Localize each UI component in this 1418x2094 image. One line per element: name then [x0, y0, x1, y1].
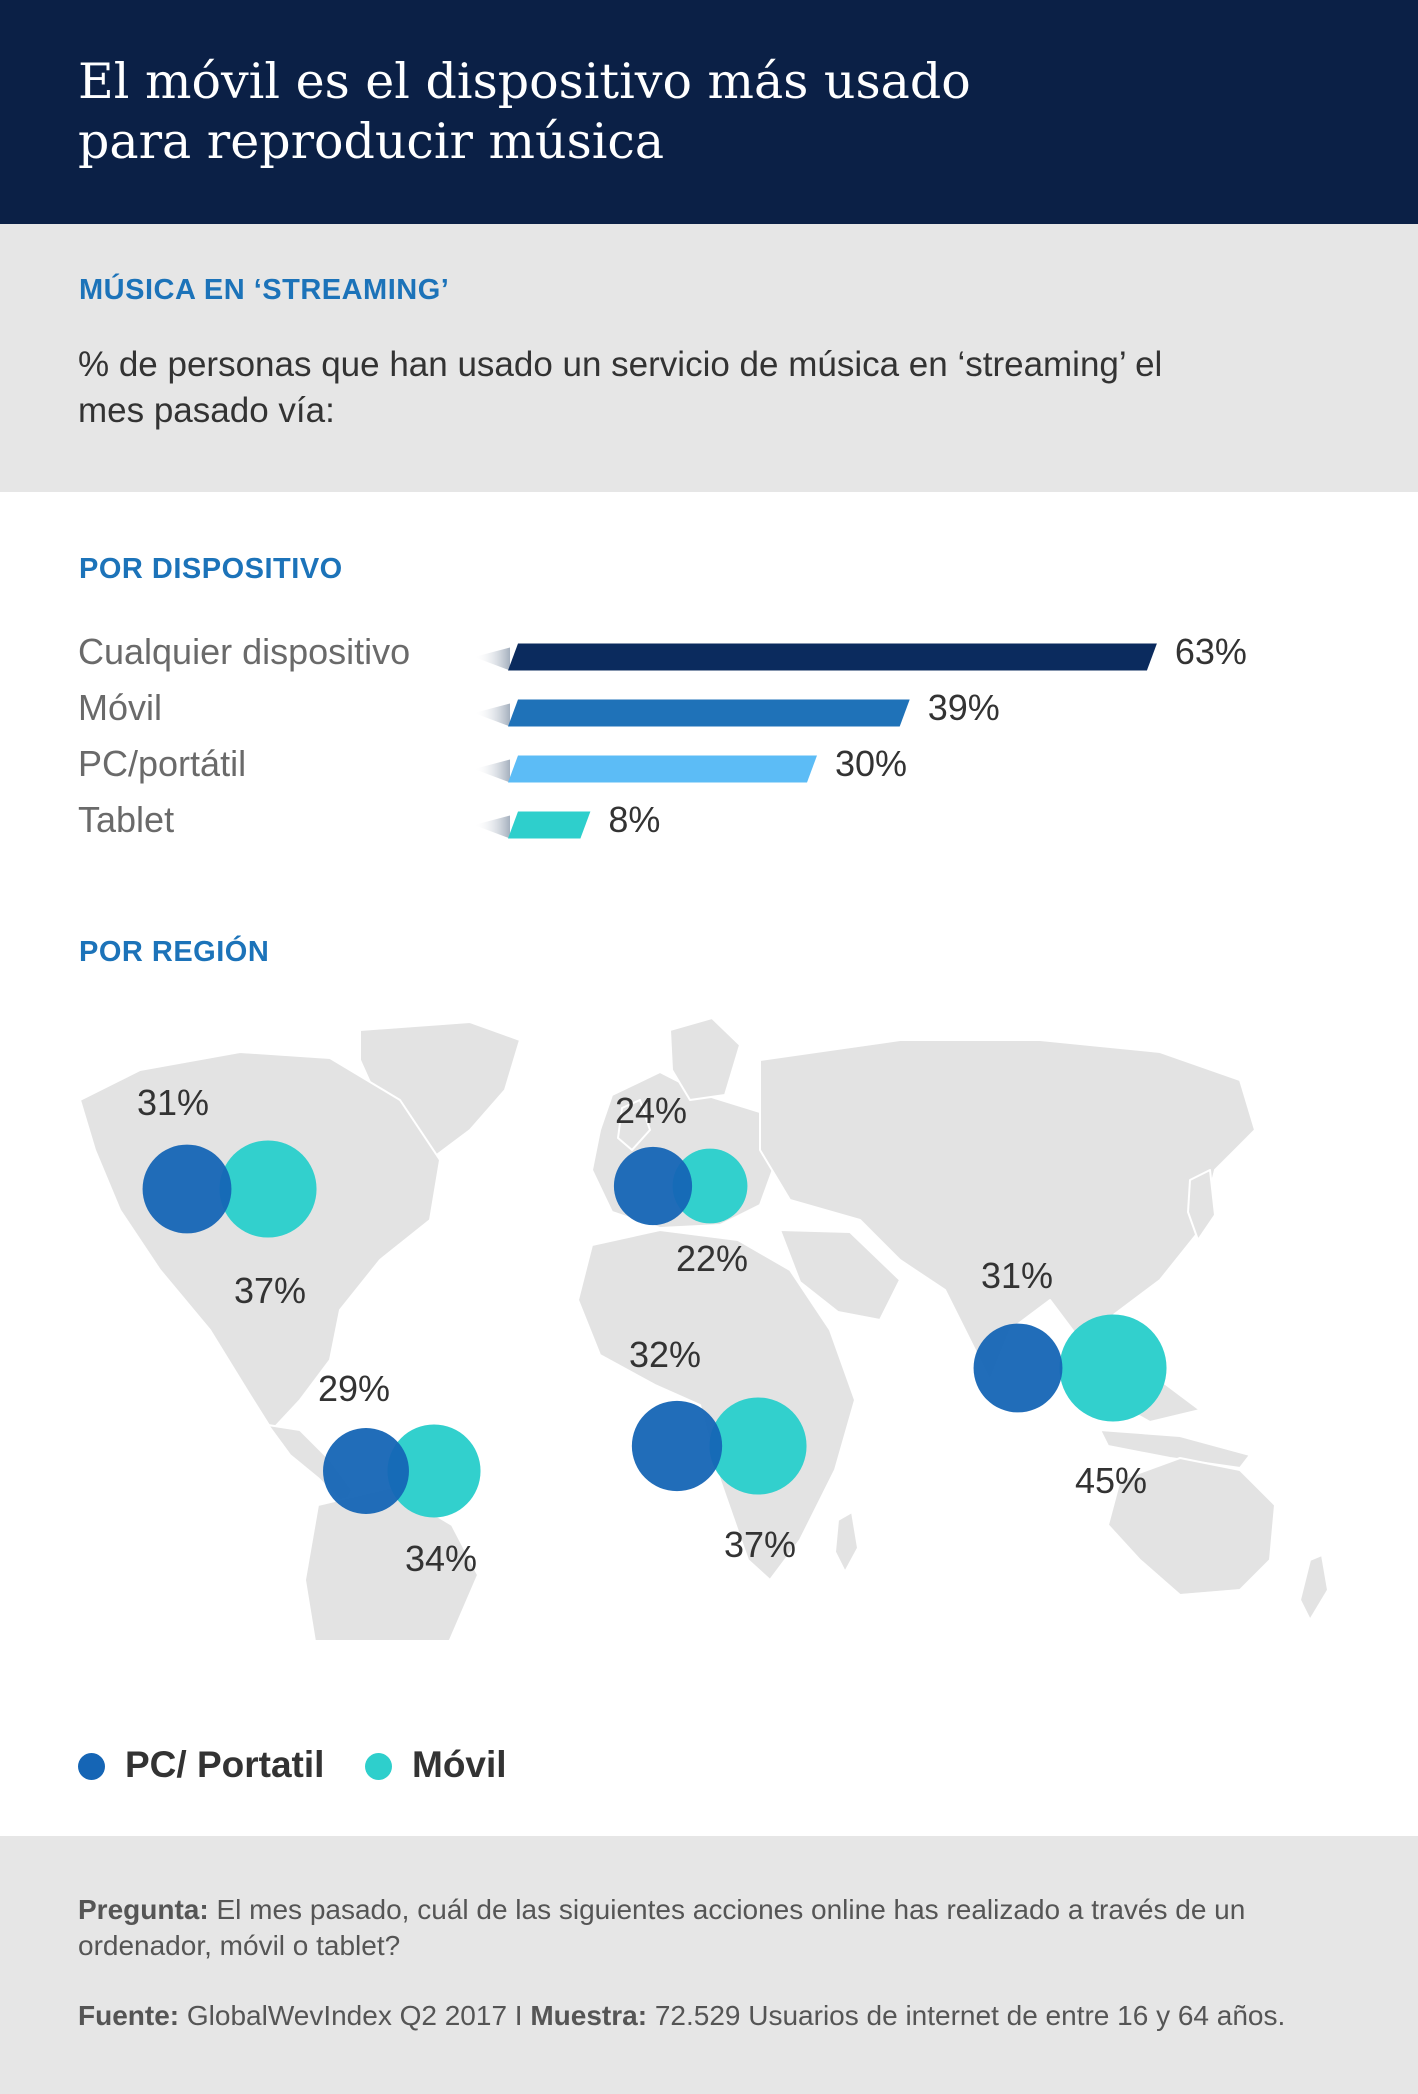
label-mea-movil: 37%	[724, 1524, 797, 1565]
footer-source: Fuente: GlobalWevIndex Q2 2017 I Muestra…	[78, 1998, 1338, 2034]
africa-shape	[577, 1229, 856, 1581]
intro-panel: MÚSICA EN ‘STREAMING’ % de personas que …	[0, 224, 1418, 492]
circle-mea-pc	[631, 1400, 723, 1492]
indonesia-shape	[1099, 1429, 1251, 1469]
circle-la-pc	[323, 1428, 409, 1514]
bar-shadow-0	[474, 647, 510, 671]
intro-description: % de personas que han usado un servicio …	[78, 345, 1163, 430]
bar-0	[508, 643, 1157, 671]
circle-la-movil	[387, 1424, 481, 1518]
page-title: El móvil es el dispositivo más usado par…	[78, 53, 971, 170]
source-label: Fuente:	[78, 2000, 180, 2031]
label-la-pc: 29%	[318, 1368, 391, 1409]
legend-dot-pc	[78, 1753, 105, 1780]
circle-apac-movil	[1059, 1314, 1167, 1422]
uk-shape	[617, 1099, 651, 1151]
north-america-shape	[79, 1051, 441, 1431]
japan-shape	[1187, 1169, 1216, 1241]
label-eu-pc: 24%	[615, 1090, 688, 1131]
region-map-chart	[79, 1017, 1329, 1640]
label-na-movil: 37%	[234, 1270, 307, 1311]
label-eu-movil: 22%	[676, 1238, 749, 1279]
sample-label: Muestra:	[530, 2000, 648, 2031]
label-apac-pc: 31%	[981, 1255, 1054, 1296]
bar-shadow-1	[474, 703, 510, 727]
bar-2	[508, 755, 817, 783]
bar-shadow-3	[474, 815, 510, 839]
bar-1	[508, 699, 910, 727]
label-mea-pc: 32%	[629, 1334, 702, 1375]
source-text: GlobalWevIndex Q2 2017 I	[186, 2000, 523, 2031]
section-title-region: POR REGIÓN	[79, 936, 270, 968]
label-apac-movil: 45%	[1075, 1460, 1148, 1501]
intro-kicker: MÚSICA EN ‘STREAMING’	[79, 274, 450, 306]
madagascar-shape	[834, 1511, 859, 1573]
bar-3	[508, 811, 591, 839]
circle-eu-pc	[613, 1146, 693, 1226]
region-circles	[142, 1140, 1167, 1518]
circle-apac-pc	[973, 1323, 1063, 1413]
bar-shadow-2	[474, 759, 510, 783]
header: El móvil es el dispositivo más usado par…	[0, 0, 1418, 224]
sample-text: 72.529 Usuarios de internet de entre 16 …	[654, 2000, 1286, 2031]
circle-na-movil	[219, 1140, 317, 1238]
bar-label-tablet: Tablet	[78, 799, 175, 840]
bar-value-movil: 39%	[927, 687, 1000, 728]
bar-label-cualquier: Cualquier dispositivo	[78, 631, 411, 672]
circle-eu-movil	[672, 1148, 748, 1224]
device-bar-chart	[474, 643, 1157, 839]
question-text: El mes pasado, cuál de las siguientes ac…	[78, 1894, 1246, 1961]
bar-value-pc: 30%	[835, 743, 908, 784]
bar-label-pc: PC/portátil	[78, 743, 247, 784]
footer-question: Pregunta: El mes pasado, cuál de las sig…	[78, 1892, 1338, 1964]
label-na-pc: 31%	[137, 1082, 210, 1123]
new-zealand-shape	[1299, 1554, 1329, 1621]
scandinavia-shape	[669, 1017, 741, 1101]
legend-dot-movil	[365, 1753, 392, 1780]
section-title-device: POR DISPOSITIVO	[79, 553, 343, 585]
bar-label-movil: Móvil	[78, 687, 163, 728]
circle-na-pc	[142, 1144, 232, 1234]
australia-shape	[1107, 1457, 1276, 1596]
legend-label-movil: Móvil	[412, 1744, 507, 1785]
legend-label-pc: PC/ Portatil	[125, 1744, 325, 1785]
middle-east-shape	[779, 1229, 901, 1321]
label-la-movil: 34%	[405, 1538, 478, 1579]
question-label: Pregunta:	[78, 1894, 209, 1925]
south-america-shape	[304, 1487, 479, 1640]
circle-mea-movil	[709, 1397, 807, 1495]
bar-value-tablet: 8%	[608, 799, 661, 840]
bar-value-cualquier: 63%	[1174, 631, 1247, 672]
footer-notes: Pregunta: El mes pasado, cuál de las sig…	[0, 1836, 1418, 2094]
